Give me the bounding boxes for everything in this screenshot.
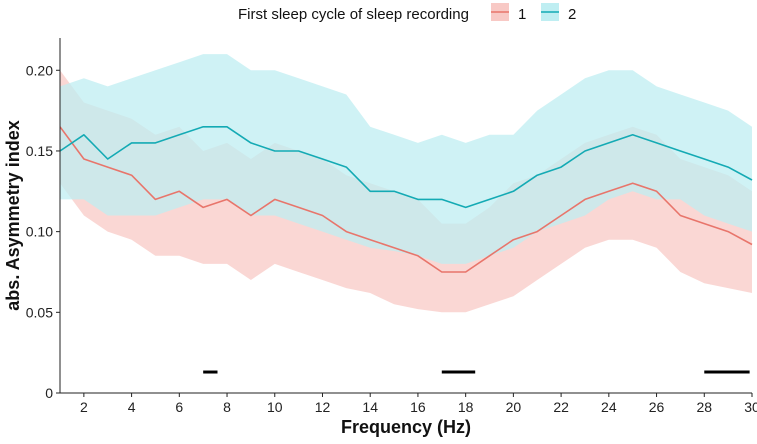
legend-entry-2: 2 — [568, 6, 576, 23]
x-tick-label: 22 — [553, 399, 569, 415]
legend-entry-1: 1 — [518, 6, 526, 23]
y-tick-label: 0 — [45, 385, 53, 401]
x-tick-label: 12 — [315, 399, 331, 415]
x-tick-label: 8 — [223, 399, 231, 415]
confidence-band-series-1 — [60, 70, 752, 313]
y-tick-label: 0.15 — [26, 143, 53, 159]
y-tick-label: 0.10 — [26, 224, 53, 240]
x-tick-label: 2 — [80, 399, 88, 415]
x-tick-label: 20 — [506, 399, 522, 415]
x-tick-label: 24 — [601, 399, 617, 415]
legend-title: First sleep cycle of sleep recording — [238, 6, 469, 23]
x-tick-label: 4 — [128, 399, 136, 415]
x-tick-label: 16 — [410, 399, 426, 415]
x-tick-label: 18 — [458, 399, 474, 415]
y-axis-title: abs. Asymmetry index — [3, 120, 23, 310]
series-line-1 — [59, 126, 753, 273]
x-tick-label: 30 — [744, 399, 757, 415]
series-line-2 — [59, 126, 753, 209]
x-tick-label: 6 — [175, 399, 183, 415]
confidence-band-series-2 — [60, 54, 752, 264]
x-tick-label: 28 — [696, 399, 712, 415]
x-tick-label: 14 — [362, 399, 378, 415]
y-tick-label: 0.20 — [26, 62, 53, 78]
y-tick-label: 0.05 — [26, 304, 53, 320]
x-tick-label: 26 — [649, 399, 665, 415]
x-axis-title: Frequency (Hz) — [341, 417, 471, 437]
x-tick-label: 10 — [267, 399, 283, 415]
